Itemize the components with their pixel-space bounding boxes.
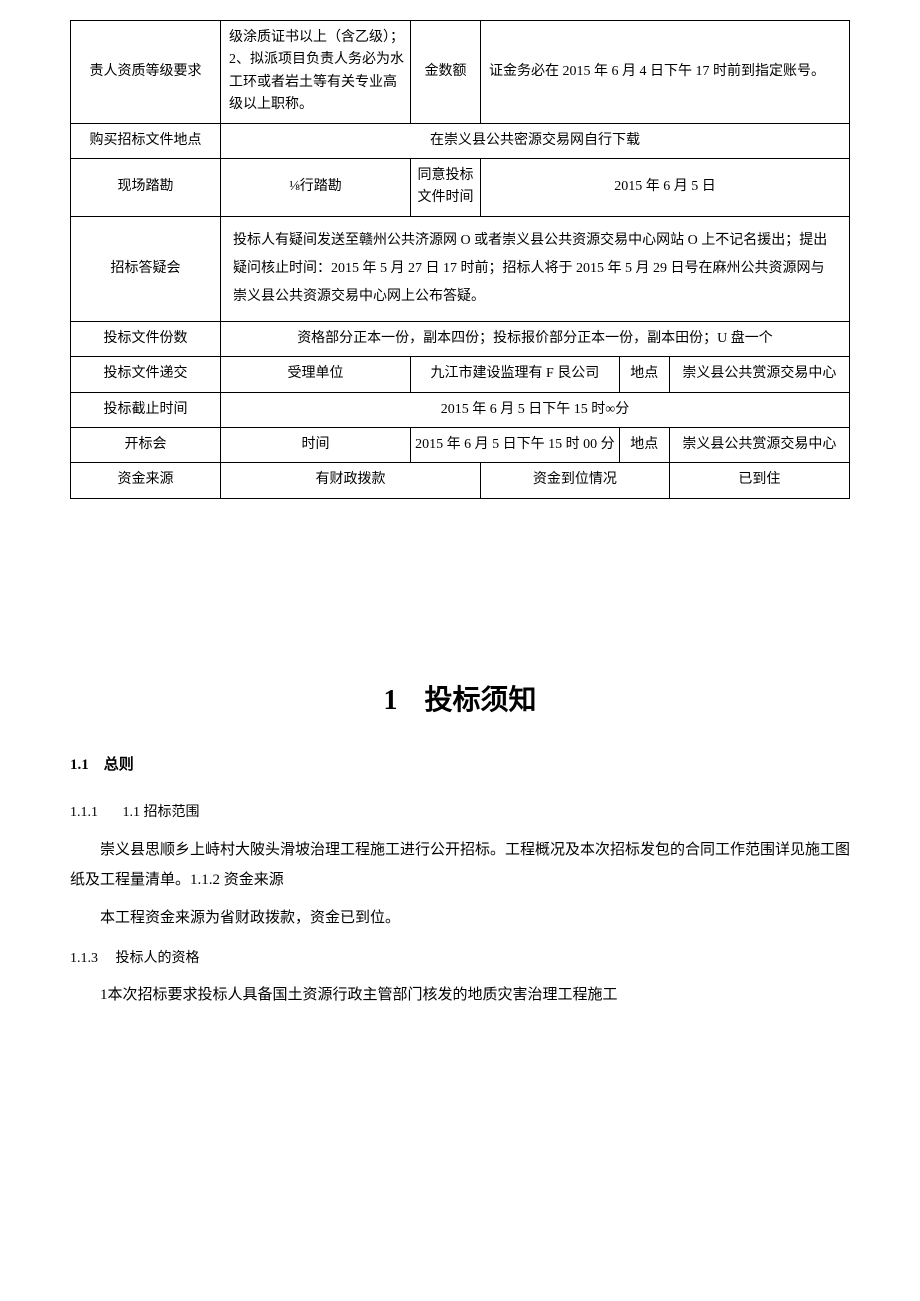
cell-r9c3: 资金到位情况 [481, 463, 670, 498]
cell-r7c1: 投标截止时间 [71, 392, 221, 427]
cell-r2c1: 购买招标文件地点 [71, 123, 221, 158]
bid-info-table: 责人资质等级要求 级涂质证书以上（含乙级）； 2、拟派项目负责人务必为水工环或者… [70, 20, 850, 499]
cell-r9c2: 有财政拨款 [221, 463, 481, 498]
para-111-text: 崇义县思顺乡上峙村大陂头滑坡治理工程施工进行公开招标。工程概况及本次招标发包的合… [70, 835, 850, 895]
cell-r2c2: 在崇义县公共密源交易网自行下载 [221, 123, 850, 158]
cell-r3c1: 现场踏勘 [71, 158, 221, 216]
cell-r6c5: 崇义县公共赏源交易中心 [669, 357, 849, 392]
cell-r9c1: 资金来源 [71, 463, 221, 498]
cell-r1c3: 金数额 [411, 21, 481, 124]
p111-label: 1.1 招标范围 [123, 805, 200, 820]
para-113-text: 1本次招标要求投标人具备国土资源行政主管部门核发的地质灾害治理工程施工 [70, 980, 850, 1010]
cell-r3c4: 2015 年 6 月 5 日 [481, 158, 850, 216]
cell-r6c3: 九江市建设监理有 F 艮公司 [411, 357, 620, 392]
para-112-text: 本工程资金来源为省财政拨款，资金已到位。 [70, 903, 850, 933]
cell-r8c4: 地点 [619, 427, 669, 462]
section-title-text: 投标须知 [424, 685, 536, 716]
p111-num: 1.1.1 [70, 805, 98, 820]
sub-num: 1.1 [70, 757, 89, 773]
cell-r8c3: 2015 年 6 月 5 日下午 15 时 00 分 [411, 427, 620, 462]
cell-r4c1: 招标答疑会 [71, 216, 221, 321]
cell-r1c2: 级涂质证书以上（含乙级）； 2、拟派项目负责人务必为水工环或者岩土等有关专业高级… [221, 21, 411, 124]
section-number: 1 [383, 685, 397, 716]
cell-r8c5: 崇义县公共赏源交易中心 [669, 427, 849, 462]
cell-r8c1: 开标会 [71, 427, 221, 462]
p113-num: 1.1.3 [70, 951, 98, 966]
cell-r5c2: 资格部分正本一份，副本四份；投标报价部分正本一份，副本田份；U 盘一个 [221, 321, 850, 356]
sub-heading-1-1: 1.1 总则 [70, 753, 850, 777]
cell-r9c4: 已到住 [669, 463, 849, 498]
cell-r8c2: 时间 [221, 427, 411, 462]
cell-r4c2: 投标人有疑间发送至赣州公共济源网 O 或者崇义县公共资源交易中心网站 O 上不记… [221, 216, 850, 321]
p113-label: 投标人的资格 [116, 951, 200, 966]
cell-r1c4: 证金务必在 2015 年 6 月 4 日下午 17 时前到指定账号。 [481, 21, 850, 124]
para-heading-113: 1.1.3 投标人的资格 [70, 948, 850, 970]
cell-r3c3: 同意投标文件时间 [411, 158, 481, 216]
cell-r7c2: 2015 年 6 月 5 日下午 15 时∞分 [221, 392, 850, 427]
cell-r6c4: 地点 [619, 357, 669, 392]
cell-r5c1: 投标文件份数 [71, 321, 221, 356]
section-title: 1 投标须知 [70, 679, 850, 724]
para-heading-111: 1.1.1 1.1 招标范围 [70, 802, 850, 824]
cell-r6c2: 受理单位 [221, 357, 411, 392]
sub-text: 总则 [104, 757, 134, 773]
cell-r1c1: 责人资质等级要求 [71, 21, 221, 124]
cell-r6c1: 投标文件递交 [71, 357, 221, 392]
cell-r3c2: ⅛行踏勘 [221, 158, 411, 216]
